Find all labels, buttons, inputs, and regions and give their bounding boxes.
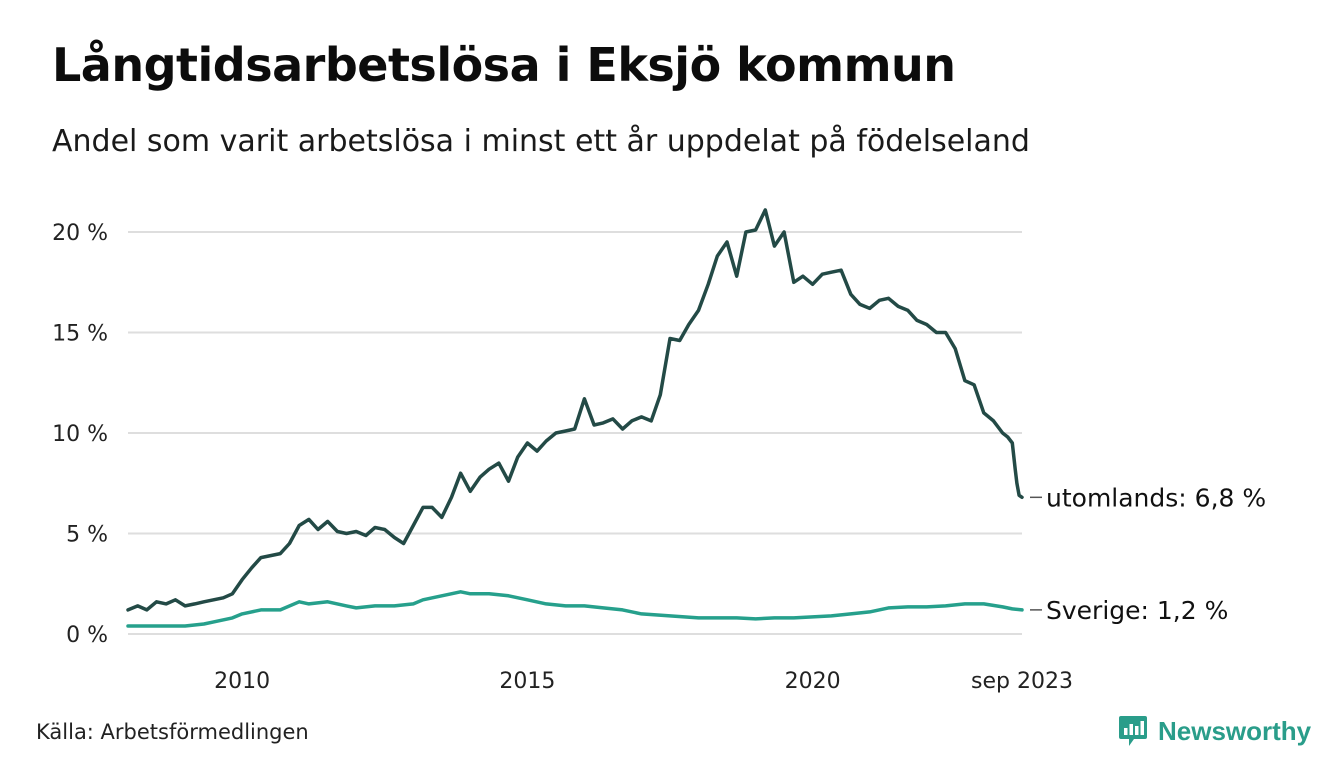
series-end-label-sverige: Sverige: 1,2 %	[1046, 596, 1228, 625]
x-tick-label: sep 2023	[971, 669, 1073, 694]
line-chart: 0 %5 %10 %15 %20 % 2010 2015 2020 sep 2023 …	[52, 208, 1266, 694]
source-note: Källa: Arbetsförmedlingen	[36, 720, 309, 744]
x-tick-label: 2020	[785, 669, 841, 694]
x-tick-label: 2015	[499, 669, 555, 694]
y-tick-label: 10 %	[52, 422, 108, 447]
series-lines	[126, 208, 1024, 628]
series-line-sverige	[126, 590, 1024, 628]
y-tick-label: 0 %	[66, 623, 108, 648]
chart-title: Långtidsarbetslösa i Eksjö kommun	[52, 38, 956, 92]
x-tick-label: 2010	[214, 669, 270, 694]
newsworthy-logo-icon	[1119, 716, 1147, 746]
brand-logo[interactable]: Newsworthy	[1118, 714, 1311, 748]
series-end-labels: utomlands: 6,8 % Sverige: 1,2 %	[1030, 483, 1266, 625]
y-axis: 0 % 5 % 10 % 15 % 20 %	[52, 221, 108, 648]
brand-name: Newsworthy	[1158, 715, 1312, 746]
y-tick-label: 15 %	[52, 322, 108, 347]
x-axis: 2010 2015 2020 sep 2023	[214, 669, 1073, 694]
series-end-label-utomlands: utomlands: 6,8 %	[1046, 483, 1266, 512]
series-line-utomlands	[126, 208, 1024, 612]
y-tick-label: 5 %	[66, 523, 108, 548]
chart-subtitle: Andel som varit arbetslösa i minst ett å…	[52, 124, 1030, 159]
gridlines	[128, 231, 1022, 635]
y-tick-label: 20 %	[52, 221, 108, 246]
